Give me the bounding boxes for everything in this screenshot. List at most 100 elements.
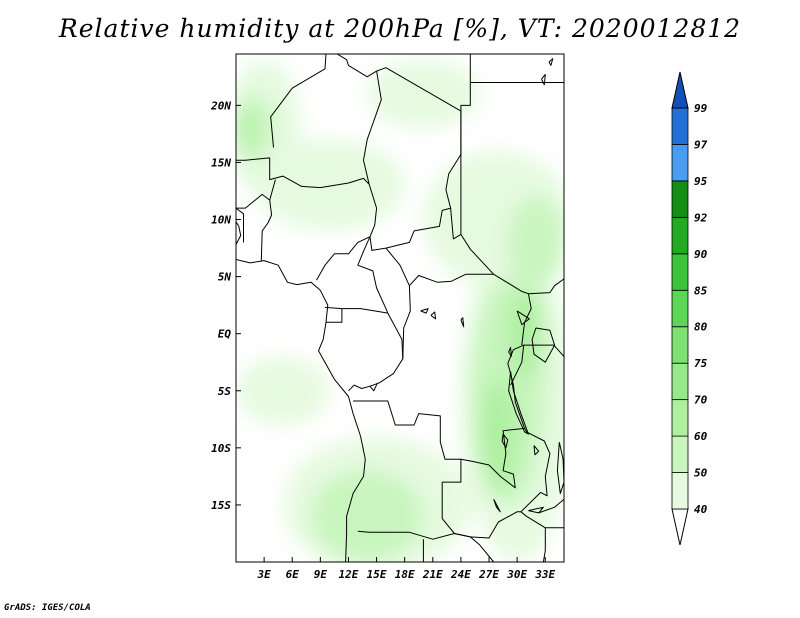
colorbar-segment xyxy=(671,399,689,437)
colorbar-label: 95 xyxy=(694,175,708,188)
lake-outline xyxy=(541,74,546,86)
country-border xyxy=(538,498,564,514)
country-border xyxy=(357,236,389,314)
colorbar-upper-triangle xyxy=(671,71,689,109)
lon-tick-label: 3E xyxy=(256,568,271,581)
lon-tick-label: 6E xyxy=(286,568,300,581)
lon-tick-label: 21E xyxy=(422,568,443,581)
lake-outline xyxy=(430,311,437,320)
lat-tick-label: 15S xyxy=(211,499,231,512)
country-border xyxy=(460,82,564,112)
country-border xyxy=(363,71,382,237)
lake-outline xyxy=(460,317,465,328)
lon-tick-label: 30E xyxy=(506,568,527,581)
lat-tick-label: 10N xyxy=(211,214,231,227)
country-border xyxy=(510,344,564,386)
longitude-axis: 3E 6E 9E 12E 15E 18E 21E 24E 27E 30E 33E xyxy=(256,557,556,581)
lake-outline xyxy=(516,310,530,326)
lake-outline xyxy=(508,346,512,357)
humidity-area-60 xyxy=(507,196,564,289)
country-border xyxy=(269,179,276,201)
lake-outline xyxy=(533,445,540,456)
country-borders xyxy=(236,54,564,562)
country-border xyxy=(353,400,471,538)
lake-outline xyxy=(548,58,554,66)
lon-tick-label: 27E xyxy=(478,568,499,581)
colorbar-lower-triangle xyxy=(671,508,689,546)
country-border xyxy=(236,207,244,243)
country-border xyxy=(357,530,471,540)
country-border xyxy=(270,54,327,148)
country-border xyxy=(460,427,525,489)
lake-outline xyxy=(420,308,429,314)
colorbar-label: 75 xyxy=(694,357,708,370)
colorbar-label: 50 xyxy=(694,467,708,480)
colorbar-label: 99 xyxy=(694,102,708,115)
colorbar-segment xyxy=(671,435,689,473)
map-title: Relative humidity at 200hPa [%], VT: 202… xyxy=(58,14,742,43)
grads-credit: GrADS: IGES/COLA xyxy=(4,603,91,613)
lat-tick-label: 5S xyxy=(218,385,232,398)
colorbar-label: 40 xyxy=(694,503,708,516)
colorbar-label: 85 xyxy=(694,284,708,297)
country-border xyxy=(385,247,494,287)
country-border xyxy=(469,536,499,562)
lat-tick-label: 20N xyxy=(210,99,231,112)
humidity-area-50 xyxy=(236,356,330,426)
humidity-field xyxy=(236,59,564,562)
colorbar-label: 90 xyxy=(694,248,708,261)
country-border xyxy=(236,157,370,189)
country-border xyxy=(324,306,388,314)
lake-outline xyxy=(531,327,556,363)
lon-tick-label: 33E xyxy=(534,568,555,581)
country-border xyxy=(460,234,564,295)
colorbar-segment xyxy=(671,253,689,291)
lake-outline xyxy=(528,506,544,514)
lon-tick-label: 15E xyxy=(367,568,387,581)
country-border xyxy=(521,293,532,346)
country-border xyxy=(348,312,404,392)
lake-outline xyxy=(493,498,501,513)
lon-tick-label: 12E xyxy=(339,568,359,581)
country-border xyxy=(369,154,462,251)
colorbar-label: 80 xyxy=(694,321,708,334)
colorbar-label: 60 xyxy=(694,430,708,443)
colorbar-label: 97 xyxy=(694,138,708,151)
colorbar-segment xyxy=(671,180,689,218)
colorbar: 40 50 60 70 75 80 85 90 92 95 97 99 xyxy=(671,71,708,546)
lon-tick-label: 18E xyxy=(395,568,415,581)
lon-tick-label: 9E xyxy=(314,568,328,581)
country-border xyxy=(260,230,263,261)
country-border xyxy=(316,236,371,281)
colorbar-segment xyxy=(671,107,689,145)
humidity-area-70 xyxy=(479,379,518,494)
humidity-area-70 xyxy=(507,288,546,380)
colorbar-label: 70 xyxy=(694,394,708,407)
latitude-axis: 20N 15N 10N 5N EQ 5S 10S 15S xyxy=(210,99,241,512)
humidity-area-50 xyxy=(367,59,480,129)
colorbar-segment xyxy=(671,326,689,364)
lat-tick-label: EQ xyxy=(218,328,232,341)
colorbar-segment xyxy=(671,362,689,401)
humidity-area-60 xyxy=(310,470,424,562)
country-border xyxy=(336,54,377,78)
country-border xyxy=(402,285,411,359)
country-border xyxy=(470,428,551,539)
colorbar-label: 92 xyxy=(694,211,708,224)
coastline xyxy=(236,221,242,245)
coastline xyxy=(236,259,366,562)
colorbar-segment xyxy=(671,144,689,182)
colorbar-segment xyxy=(671,289,689,328)
country-border xyxy=(450,111,462,240)
lake-outline xyxy=(556,441,564,494)
lat-tick-label: 10S xyxy=(211,442,231,455)
lake-outline xyxy=(508,371,529,435)
lake-outline xyxy=(501,433,509,449)
lat-tick-label: 5N xyxy=(218,271,232,284)
colorbar-segment xyxy=(671,216,689,255)
country-border xyxy=(326,308,343,323)
humidity-area-70 xyxy=(236,105,255,152)
lat-tick-label: 15N xyxy=(211,156,231,169)
map-frame xyxy=(235,53,565,563)
